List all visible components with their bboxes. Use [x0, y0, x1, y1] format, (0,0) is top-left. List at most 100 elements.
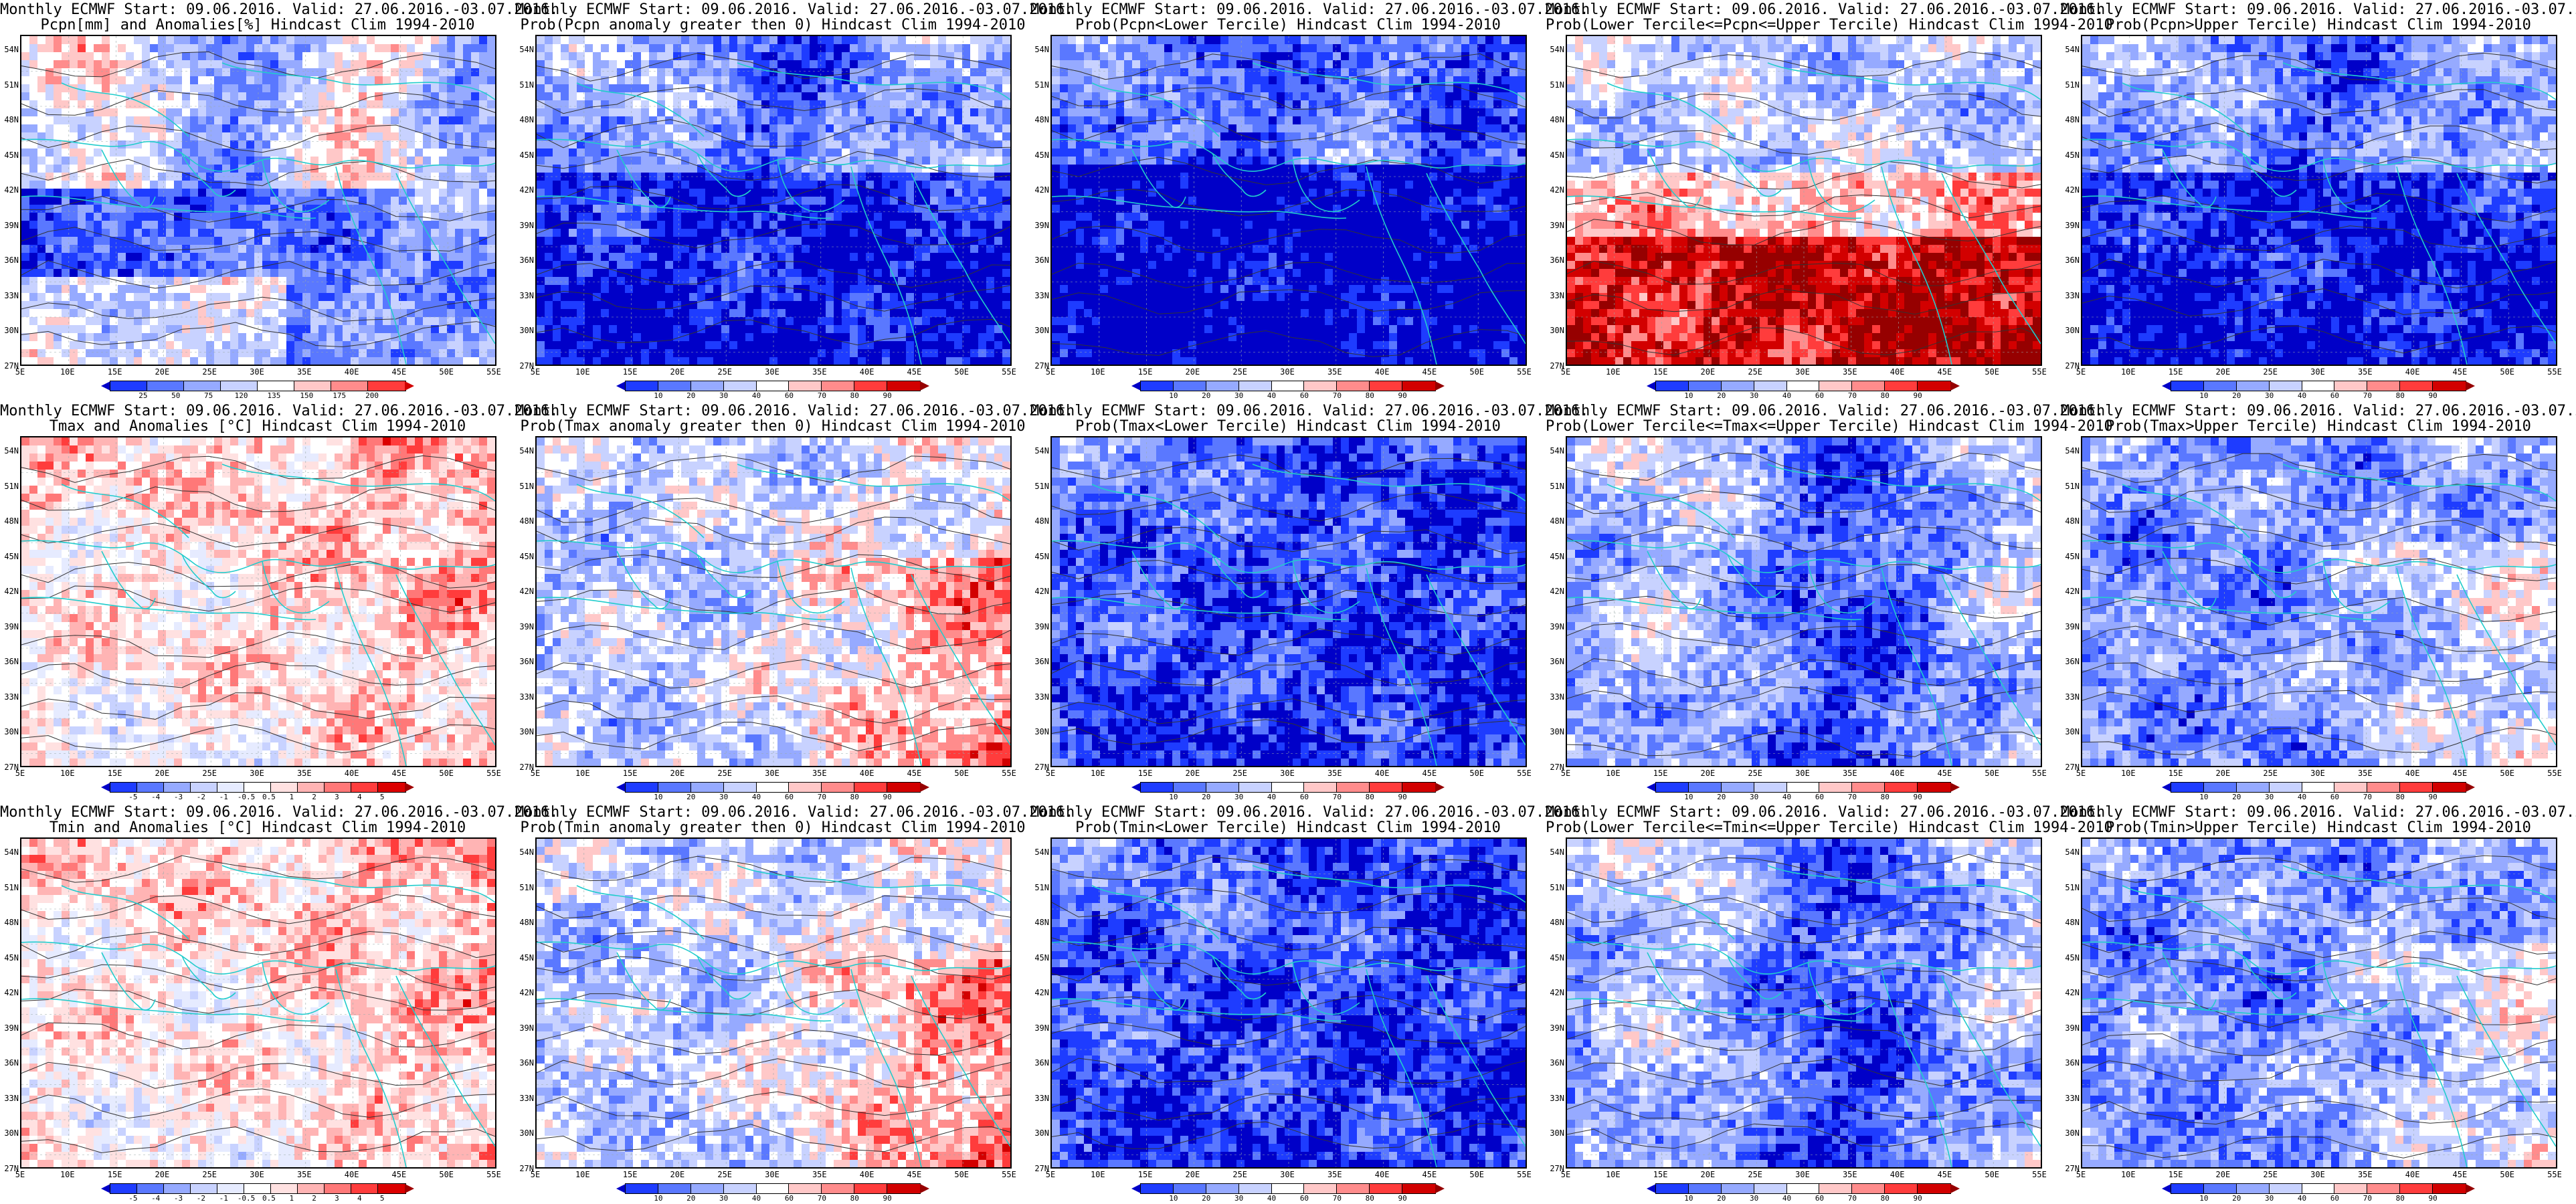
lat-tick-label: 48N	[2061, 116, 2080, 124]
lat-tick-label: 48N	[0, 918, 19, 926]
colorbar-swatch	[1402, 1183, 1437, 1194]
colorbar-label: -4	[143, 793, 169, 801]
colorbar-swatch	[2203, 381, 2238, 391]
colorbar-label: 1	[278, 793, 305, 801]
lat-tick-label: 27N	[1030, 763, 1049, 771]
lat-tick-label: 27N	[1546, 763, 1564, 771]
lon-tick-label: 55E	[2541, 368, 2568, 376]
colorbar-swatch	[1336, 782, 1371, 793]
lat-tick-label: 33N	[1030, 1094, 1049, 1102]
graticule	[1567, 36, 2041, 365]
lat-tick-label: 27N	[0, 1165, 19, 1173]
lon-tick-label: 10E	[569, 368, 596, 376]
map-panel: Monthly ECMWF Start: 09.06.2016. Valid: …	[0, 0, 558, 401]
lat-tick-label: 51N	[2061, 81, 2080, 89]
colorbar-swatch	[183, 381, 222, 391]
colorbar-label: 40	[2289, 1195, 2316, 1202]
lon-tick-label: 5E	[7, 1171, 33, 1179]
colorbar-swatch	[1172, 1183, 1208, 1194]
lon-tick-label: 40E	[1369, 769, 1396, 777]
colorbar-label: 70	[2354, 1195, 2381, 1202]
colorbar	[1131, 381, 1445, 391]
forecast-map	[1566, 436, 2042, 767]
colorbar-swatch	[1720, 1183, 1756, 1194]
colorbar-label: 5	[369, 793, 395, 801]
lon-tick-label: 55E	[1511, 769, 1538, 777]
lat-tick-label: 54N	[1546, 45, 1564, 54]
colorbar-swatch	[2301, 782, 2336, 793]
colorbar-swatch	[2203, 1183, 2238, 1194]
lon-tick-label: 40E	[1369, 368, 1396, 376]
colorbar-swatch	[2170, 381, 2205, 391]
panel-title-line2: Prob(Lower Tercile<=Tmin<=Upper Tercile)…	[1546, 821, 2113, 835]
colorbar-label: 10	[645, 793, 672, 801]
colorbar-label: -1	[210, 793, 237, 801]
lat-tick-label: 45N	[0, 151, 19, 159]
lon-tick-label: 35E	[291, 769, 318, 777]
forecast-map	[2081, 436, 2557, 767]
colorbar-label: 10	[1160, 1195, 1187, 1202]
lon-tick-label: 5E	[1037, 769, 1064, 777]
lon-tick-label: 30E	[1789, 368, 1816, 376]
colorbar-swatch	[1917, 1183, 1952, 1194]
lat-tick-label: 51N	[515, 884, 534, 892]
lat-tick-label: 45N	[1546, 151, 1564, 159]
lon-tick-label: 50E	[948, 368, 975, 376]
colorbar-swatch	[1851, 782, 1886, 793]
colorbar-swatch	[270, 782, 299, 793]
colorbar-label: 80	[1871, 392, 1898, 399]
colorbar-label: 40	[2289, 392, 2316, 399]
colorbar-label: 75	[195, 392, 222, 399]
colorbar-low-arrow	[616, 783, 626, 792]
lat-tick-label: 36N	[1030, 658, 1049, 666]
colorbar-label: 3	[323, 1195, 350, 1202]
colorbar-label: 60	[2321, 793, 2348, 801]
lon-tick-label: 45E	[385, 769, 412, 777]
panel-title-line1: Monthly ECMWF Start: 09.06.2016. Valid: …	[1546, 404, 2104, 419]
lon-tick-label: 25E	[1742, 368, 1768, 376]
contour-lines	[537, 856, 1010, 1152]
lat-tick-label: 51N	[2061, 482, 2080, 490]
map-panel: Monthly ECMWF Start: 09.06.2016. Valid: …	[1030, 803, 1588, 1204]
lon-tick-label: 10E	[2115, 1171, 2142, 1179]
colorbar-high-arrow	[1950, 381, 1960, 391]
lon-tick-label: 25E	[1742, 769, 1768, 777]
lon-tick-label: 5E	[2067, 769, 2094, 777]
colorbar-swatch	[2268, 381, 2304, 391]
lon-tick-label: 40E	[339, 368, 365, 376]
lat-tick-label: 27N	[515, 763, 534, 771]
colorbar-label: 20	[2223, 793, 2250, 801]
colorbar-label: 80	[841, 793, 868, 801]
colorbar-swatch	[1402, 782, 1437, 793]
lon-tick-label: 30E	[2304, 1171, 2331, 1179]
forecast-map	[535, 837, 1012, 1169]
graticule	[1052, 437, 1526, 766]
lat-tick-label: 54N	[515, 848, 534, 856]
lat-tick-label: 33N	[515, 693, 534, 701]
lon-tick-label: 40E	[1884, 368, 1911, 376]
lat-tick-label: 51N	[1546, 482, 1564, 490]
colorbar-label: 120	[228, 392, 255, 399]
lon-tick-label: 55E	[1511, 1171, 1538, 1179]
lat-tick-label: 54N	[515, 45, 534, 54]
panel-title-line1: Monthly ECMWF Start: 09.06.2016. Valid: …	[1030, 805, 1588, 820]
lat-tick-label: 51N	[0, 81, 19, 89]
lon-tick-label: 45E	[901, 368, 927, 376]
coastlines	[1052, 464, 1526, 766]
colorbar-swatch	[2432, 782, 2467, 793]
colorbar-swatch	[788, 782, 823, 793]
lon-tick-label: 20E	[1694, 368, 1721, 376]
colorbar-label: 10	[2191, 793, 2217, 801]
panel-title-line2: Prob(Tmax anomaly greater then 0) Hindca…	[515, 419, 1030, 434]
colorbar	[616, 1183, 929, 1194]
lon-tick-label: 15E	[102, 1171, 128, 1179]
lat-tick-label: 36N	[1030, 1059, 1049, 1067]
lon-tick-label: 5E	[522, 1171, 549, 1179]
lon-tick-label: 35E	[291, 1171, 318, 1179]
lon-tick-label: 50E	[1979, 368, 2005, 376]
colorbar-label: 30	[711, 1195, 737, 1202]
lon-tick-label: 45E	[1931, 769, 1958, 777]
colorbar-label: 70	[808, 392, 835, 399]
lon-tick-label: 25E	[196, 769, 223, 777]
lon-tick-label: 20E	[2209, 368, 2236, 376]
